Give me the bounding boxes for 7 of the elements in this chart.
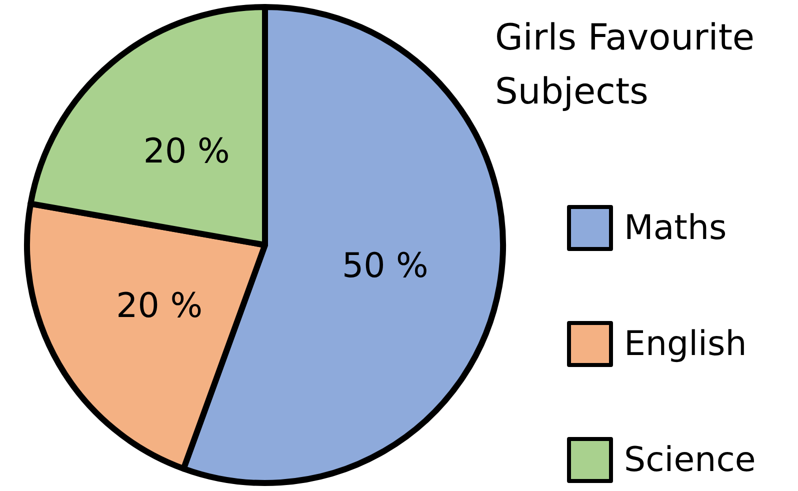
legend-label: Maths	[624, 208, 727, 248]
legend-label: English	[624, 324, 747, 364]
data-label: 20 %	[143, 132, 230, 172]
text: Girls Favourite Subjects	[495, 18, 766, 112]
legend-label: Science	[624, 440, 756, 480]
data-label: 20 %	[116, 286, 203, 326]
data-label: 50 %	[342, 246, 428, 286]
